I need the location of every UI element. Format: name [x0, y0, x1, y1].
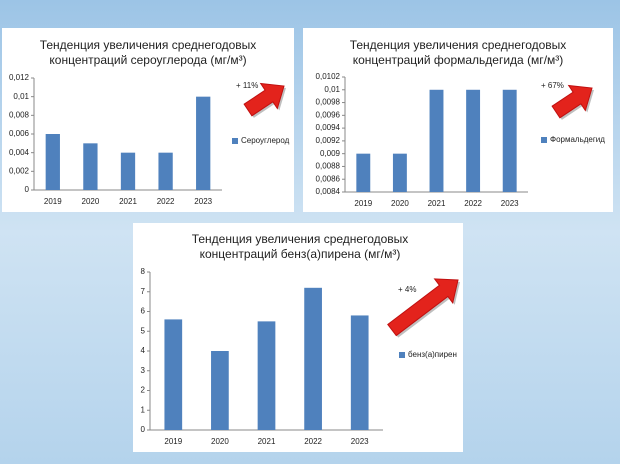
bar	[502, 89, 517, 192]
y-tick-label: 0,01	[13, 92, 29, 101]
x-tick-label: 2023	[501, 199, 519, 208]
legend-label: бенз(а)пирен	[408, 350, 457, 359]
y-tick-label: 0,0096	[316, 110, 341, 119]
y-tick-label: 0,012	[9, 73, 30, 82]
x-tick-label: 2021	[258, 437, 276, 446]
chart-title: Тенденция увеличения среднегодовых	[350, 38, 567, 52]
arrow	[551, 84, 593, 119]
x-tick-label: 2019	[354, 199, 372, 208]
y-tick-label: 0,0088	[316, 162, 341, 171]
x-tick-label: 2020	[211, 437, 229, 446]
y-tick-label: 8	[141, 267, 146, 276]
x-tick-label: 2019	[164, 437, 182, 446]
bar	[83, 143, 98, 190]
chart-panel	[303, 28, 613, 212]
y-tick-label: 0,009	[320, 149, 341, 158]
bar	[196, 96, 211, 190]
y-tick-label: 7	[141, 287, 146, 296]
chart-title: Тенденция увеличения среднегодовых	[40, 38, 257, 52]
y-tick-label: 0	[25, 185, 30, 194]
x-tick-label: 2022	[464, 199, 482, 208]
bar	[304, 287, 322, 430]
y-tick-label: 6	[141, 307, 146, 316]
y-tick-label: 5	[141, 326, 146, 335]
x-tick-label: 2021	[428, 199, 446, 208]
annotation: + 11%	[236, 81, 258, 90]
arrow	[387, 278, 459, 337]
y-tick-label: 0,0098	[316, 98, 341, 107]
bar	[211, 351, 229, 430]
y-tick-label: 0	[141, 425, 146, 434]
bar	[429, 89, 444, 192]
chart-title: концентраций сероуглерода (мг/м³)	[49, 53, 246, 67]
chart-panel	[133, 223, 463, 452]
y-tick-label: 0,008	[9, 110, 30, 119]
legend-swatch	[541, 137, 547, 143]
y-tick-label: 0,0086	[316, 174, 341, 183]
y-tick-label: 0,0092	[316, 136, 341, 145]
y-tick-label: 2	[141, 386, 146, 395]
y-tick-label: 1	[141, 405, 146, 414]
y-tick-label: 0,0084	[316, 187, 341, 196]
x-tick-label: 2023	[194, 197, 212, 206]
annotation: + 67%	[541, 81, 564, 90]
legend-label: Формальдегид	[550, 135, 605, 144]
x-tick-label: 2023	[351, 437, 369, 446]
y-tick-label: 0,004	[9, 148, 30, 157]
x-tick-label: 2022	[157, 197, 175, 206]
bar	[392, 153, 407, 192]
bar	[120, 152, 136, 190]
x-tick-label: 2020	[391, 199, 409, 208]
y-tick-label: 0,0094	[316, 123, 341, 132]
bar	[158, 152, 173, 190]
annotation: + 4%	[398, 285, 416, 294]
y-tick-label: 0,0102	[316, 72, 341, 81]
x-tick-label: 2021	[119, 197, 137, 206]
legend-label: Сероуглерод	[241, 136, 290, 145]
bar	[466, 89, 481, 192]
y-tick-label: 0,01	[324, 85, 340, 94]
bar	[164, 319, 183, 430]
y-tick-label: 4	[141, 346, 146, 355]
y-tick-label: 0,002	[9, 166, 30, 175]
arrow	[243, 82, 285, 117]
chart-title: концентраций бенз(а)пирена (мг/м³)	[200, 247, 401, 261]
bar	[356, 153, 371, 192]
bar	[257, 321, 276, 430]
bar	[45, 134, 60, 190]
x-tick-label: 2020	[82, 197, 100, 206]
chart-title: Тенденция увеличения среднегодовых	[192, 232, 409, 246]
legend-swatch	[399, 352, 405, 358]
y-tick-label: 0,006	[9, 129, 30, 138]
chart-title: концентраций формальдегида (мг/м³)	[353, 53, 564, 67]
legend-swatch	[232, 138, 238, 144]
bar	[350, 315, 369, 430]
x-tick-label: 2022	[304, 437, 322, 446]
x-tick-label: 2019	[44, 197, 62, 206]
y-tick-label: 3	[141, 366, 146, 375]
